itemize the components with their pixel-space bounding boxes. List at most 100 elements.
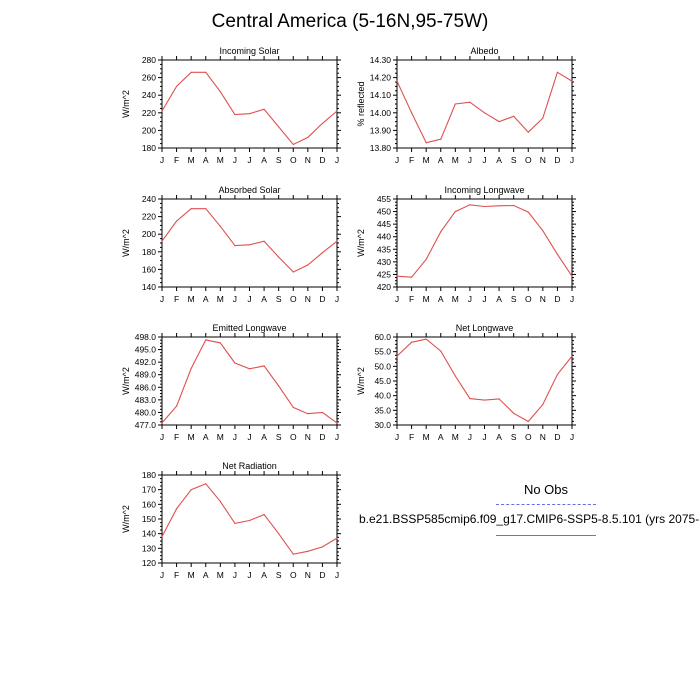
x-tick-label: J [395,155,399,165]
data-point [175,405,178,407]
y-tick-label: 45.0 [374,376,391,386]
data-point [190,208,192,210]
legend-model-line [496,535,596,536]
data-point [248,368,251,370]
data-point [175,85,178,87]
data-point [219,91,221,93]
page-title: Central America (5-16N,95-75W) [211,11,489,32]
y-tick-label: 14.30 [370,55,392,65]
x-tick-label: M [217,570,224,580]
data-point [336,110,338,112]
data-point [542,230,544,232]
plot-frame [161,198,338,288]
panel-title: Net Longwave [456,323,514,333]
y-tick-label: 495.0 [135,345,157,355]
data-point [175,508,178,510]
x-tick-label: J [247,155,251,165]
plot-frame [396,59,573,149]
data-point [175,220,178,222]
y-tick-label: 260 [142,73,156,83]
data-point [513,412,515,414]
x-tick-label: J [335,570,339,580]
y-tick-label: 220 [142,108,156,118]
plot-frame [161,474,338,564]
y-tick-label: 13.90 [370,125,392,135]
data-point [248,113,251,115]
data-point [336,422,338,424]
x-tick-label: F [409,294,414,304]
y-tick-label: 160 [142,499,156,509]
x-tick-label: N [540,155,546,165]
data-point [161,110,163,112]
x-tick-label: D [554,294,560,304]
x-tick-label: M [452,155,459,165]
y-tick-label: 55.0 [374,347,391,357]
x-tick-label: S [276,294,282,304]
data-point [425,338,427,340]
x-tick-label: J [160,294,164,304]
y-axis-label: W/m^2 [121,505,131,533]
y-axis-label: W/m^2 [121,90,131,118]
y-tick-label: 200 [142,229,156,239]
chart-panel-1: Albedo % reflected 13.80 13.90 14.00 14.10 14.… [356,46,576,165]
x-tick-label: M [188,570,195,580]
data-point [263,365,265,367]
y-tick-label: 489.0 [135,370,157,380]
x-tick-label: J [335,294,339,304]
data-point [454,375,456,377]
x-tick-label: M [423,294,430,304]
data-point [278,533,280,535]
data-point [513,115,515,117]
y-tick-label: 120 [142,558,156,568]
x-tick-label: J [160,155,164,165]
x-tick-label: A [438,155,444,165]
y-tick-label: 14.20 [370,73,392,83]
data-point [483,205,486,208]
data-point [396,80,398,82]
data-point [410,276,413,278]
x-tick-label: J [570,432,574,442]
y-tick-label: 440 [377,232,391,242]
data-point [425,258,427,260]
data-point [571,80,573,82]
y-axis-label: % reflected [356,81,366,126]
y-tick-label: 480.0 [135,407,157,417]
series-line [161,71,338,146]
x-tick-label: D [554,432,560,442]
x-tick-label: N [305,570,311,580]
data-point [571,275,573,277]
x-tick-label: J [247,570,251,580]
data-point [161,422,163,424]
y-tick-label: 180 [142,143,156,153]
x-tick-label: F [409,432,414,442]
x-tick-label: N [305,294,311,304]
x-tick-label: A [438,294,444,304]
x-tick-label: M [423,155,430,165]
x-tick-label: F [174,432,179,442]
data-point [234,113,236,116]
data-point [321,411,324,414]
plot-frame [396,336,573,426]
x-tick-label: J [160,570,164,580]
plot-frame [161,336,338,426]
x-tick-label: J [482,155,486,165]
x-tick-label: O [290,570,297,580]
data-point [527,211,529,213]
x-tick-label: J [335,432,339,442]
y-axis-label: W/m^2 [121,367,131,395]
x-tick-label: M [217,294,224,304]
y-tick-label: 180 [142,470,156,480]
y-tick-label: 14.00 [370,108,392,118]
y-tick-label: 483.0 [135,395,157,405]
data-point [278,256,280,258]
y-tick-label: 450 [377,207,391,217]
chart-panel-4: Emitted Longwave W/m^2 477.0 480.0 483.0 486.… [121,323,341,442]
x-tick-label: A [496,155,502,165]
data-point [469,101,471,103]
y-tick-label: 180 [142,247,156,257]
x-tick-label: O [290,294,297,304]
data-point [336,240,338,242]
data-point [205,339,207,341]
x-tick-label: A [496,294,502,304]
x-tick-label: J [468,155,472,165]
